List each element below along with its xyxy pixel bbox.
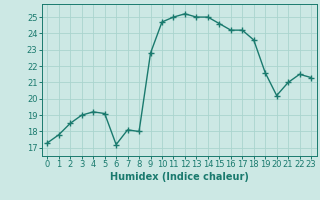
X-axis label: Humidex (Indice chaleur): Humidex (Indice chaleur) — [110, 172, 249, 182]
